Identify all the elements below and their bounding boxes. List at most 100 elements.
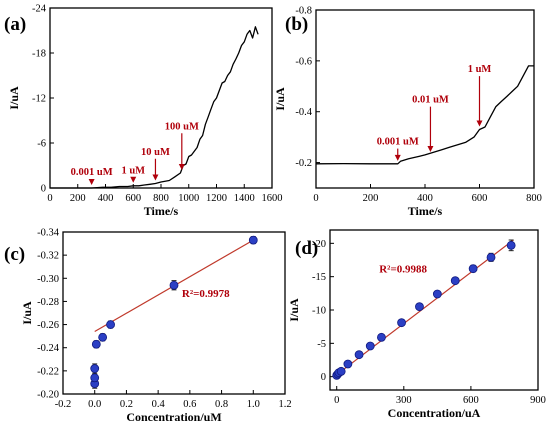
x-tick-label: 0.6: [183, 399, 196, 410]
data-point: [90, 373, 100, 383]
x-axis-label: Concentration/uA: [388, 406, 481, 420]
plot-frame: [49, 7, 273, 189]
y-tick-label: -0.32: [37, 251, 59, 262]
data-point: [169, 280, 179, 290]
data-point: [343, 359, 353, 369]
data-point: [248, 235, 258, 245]
y-tick-label: -0.2: [295, 158, 312, 169]
r-squared-label: R²=0.9988: [379, 264, 427, 276]
x-tick-label: 600: [463, 395, 479, 406]
x-tick-label: 800: [526, 193, 542, 204]
x-tick-label: 600: [125, 193, 141, 204]
x-axis-label: Concentration/uM: [126, 410, 221, 424]
r-squared-label: R²=0.9978: [182, 288, 230, 300]
y-tick-label: -0.34: [37, 228, 60, 239]
x-tick-label: 1600: [262, 193, 283, 204]
x-tick-label: 1.0: [247, 399, 260, 410]
annotation-label: 0.001 uM: [377, 137, 419, 148]
data-point: [506, 240, 516, 250]
annotation-label: 10 uM: [141, 147, 170, 158]
x-tick-label: 1000: [178, 193, 199, 204]
y-tick-label: -6: [37, 139, 46, 150]
data-point: [450, 276, 460, 286]
x-tick-label: 600: [472, 193, 488, 204]
y-tick-label: -0.4: [295, 107, 312, 118]
panel-b: (b) 0 200 400 600 800 -0.2 -0.4 -0.6 -0.8 Time/s I/…: [273, 6, 542, 219]
y-axis-label: I/uA: [287, 298, 301, 322]
y-tick-label: 0: [41, 184, 46, 195]
data-point: [365, 341, 375, 351]
annotation-label: 0.01 uM: [412, 95, 449, 106]
x-tick-label: 400: [98, 193, 114, 204]
y-axis-label: I/uA: [273, 87, 287, 111]
arrow-head: [427, 145, 434, 152]
y-tick-label: -0.30: [37, 274, 59, 285]
x-tick-label: 0.2: [120, 399, 133, 410]
data-point: [336, 366, 346, 376]
y-tick-label: -0.28: [37, 297, 59, 308]
data-point: [468, 264, 478, 274]
x-tick-label: 900: [530, 395, 546, 406]
data-point: [98, 332, 108, 342]
y-tick-label: -0.6: [295, 56, 312, 67]
y-tick-label: -24: [32, 4, 47, 15]
x-tick-label: 800: [153, 193, 169, 204]
data-point: [432, 289, 442, 299]
y-tick-label: 0: [321, 372, 326, 383]
x-tick-label: -0.2: [55, 399, 72, 410]
x-tick-label: 0: [334, 395, 339, 406]
x-axis-label: Time/s: [144, 204, 179, 218]
arrow-head: [130, 176, 137, 183]
series-line: [50, 26, 259, 189]
x-tick-label: 0.4: [152, 399, 166, 410]
annotation-label: 1 uM: [121, 166, 145, 177]
y-tick-label: -0.20: [37, 390, 59, 401]
plot-frame: [62, 231, 286, 395]
panel-label: (b): [285, 14, 308, 35]
data-point: [486, 252, 496, 262]
panel-d: (d) 0 300 600 900 0 -5 -10 -15 -20 Concentration/u…: [287, 229, 546, 420]
fit-line: [336, 239, 514, 376]
x-tick-label: 400: [417, 193, 433, 204]
annotation-label: 100 uM: [165, 121, 199, 132]
y-tick-label: -5: [317, 339, 326, 350]
data-point: [91, 339, 101, 349]
x-tick-label: 0: [47, 193, 52, 204]
y-tick-label: -0.22: [37, 366, 59, 377]
x-tick-label: 0.8: [215, 399, 228, 410]
y-tick-label: -0.26: [37, 320, 59, 331]
x-axis-label: Time/s: [408, 204, 443, 218]
x-tick-label: 200: [363, 193, 379, 204]
panel-label: (c): [4, 244, 25, 265]
panel-a: (a) 0 200 400 600 800 1000 1200 1400 1600 0 -6 -12 -1…: [4, 4, 283, 219]
y-tick-label: -18: [32, 49, 46, 60]
y-tick-label: -20: [312, 239, 326, 250]
annotation-label: 0.001 uM: [71, 167, 113, 178]
data-point: [415, 302, 424, 312]
data-point: [377, 332, 386, 342]
y-tick-label: -10: [312, 306, 326, 317]
y-tick-label: -0.24: [37, 343, 60, 354]
x-tick-label: 300: [396, 395, 412, 406]
plot-frame: [329, 229, 539, 391]
y-axis-label: I/uA: [7, 86, 21, 110]
data-point: [397, 318, 406, 328]
y-tick-label: -0.8: [295, 6, 312, 17]
panel-label: (d): [295, 238, 318, 259]
x-tick-label: 0: [313, 193, 318, 204]
annotation-label: 1 uM: [468, 64, 492, 75]
x-tick-label: 1400: [234, 193, 255, 204]
x-tick-label: 200: [70, 193, 86, 204]
data-point: [106, 320, 115, 329]
x-tick-label: 0.0: [88, 399, 101, 410]
panel-c: (c) -0.2 0.0 0.2 0.4 0.6 0.8 1.0 1.2 -0.20 -0.22 -0…: [4, 228, 292, 425]
y-axis-label: I/uA: [20, 301, 34, 325]
panel-label: (a): [4, 14, 26, 35]
arrow-head: [152, 174, 159, 181]
series-line: [315, 65, 534, 165]
y-tick-label: -12: [32, 94, 46, 105]
x-tick-label: 1.2: [278, 399, 291, 410]
arrow-head: [178, 164, 185, 170]
data-point: [90, 364, 100, 373]
